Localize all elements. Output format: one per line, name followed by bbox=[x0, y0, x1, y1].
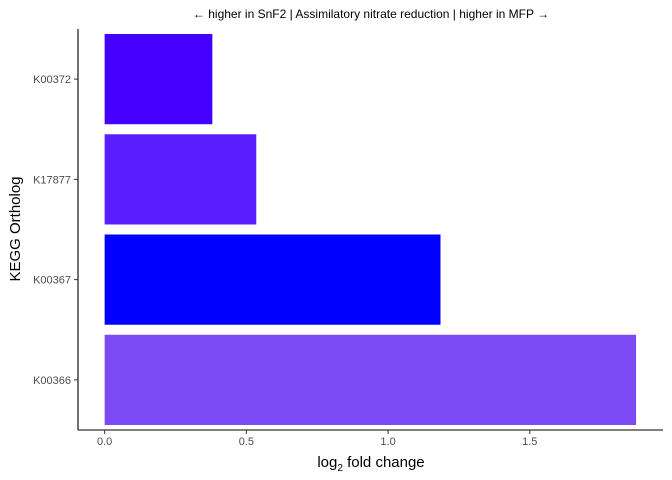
y-tick-label-K17877: K17877 bbox=[33, 174, 71, 186]
bar-K00372 bbox=[104, 34, 213, 125]
x-axis-title-rest: fold change bbox=[343, 454, 425, 471]
bar-K00367 bbox=[104, 234, 441, 325]
y-ticks-group: K00372 K17877 K00367 K00366 bbox=[33, 74, 78, 387]
x-axis-title-subscript: 2 bbox=[337, 463, 343, 474]
y-tick-label-K00367: K00367 bbox=[33, 275, 71, 287]
chart-title: ← higher in SnF2 | Assimilatory nitrate … bbox=[193, 7, 549, 21]
x-ticks-group: 0.0 0.5 1.0 1.5 bbox=[97, 430, 537, 448]
x-tick-label-0.5: 0.5 bbox=[239, 436, 254, 448]
y-tick-label-K00366: K00366 bbox=[33, 375, 71, 387]
bars-group bbox=[104, 34, 637, 425]
x-axis-title-log: log bbox=[317, 454, 337, 471]
y-axis-title: KEGG Ortholog bbox=[7, 176, 24, 281]
x-tick-label-1.5: 1.5 bbox=[522, 436, 537, 448]
bar-K00366 bbox=[104, 334, 637, 425]
x-axis-title: log2 fold change bbox=[317, 454, 424, 474]
x-tick-label-0.0: 0.0 bbox=[97, 436, 112, 448]
bar-K17877 bbox=[104, 134, 257, 225]
x-tick-label-1.0: 1.0 bbox=[380, 436, 395, 448]
y-tick-label-K00372: K00372 bbox=[33, 74, 71, 86]
